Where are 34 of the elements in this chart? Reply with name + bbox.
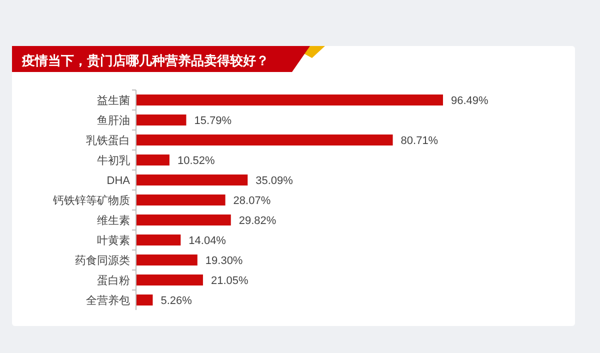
data-label: 5.26% — [160, 295, 192, 307]
y-tick-label: 维生素 — [97, 214, 130, 227]
y-tick-label: 蛋白粉 — [97, 275, 130, 287]
bar — [136, 274, 203, 286]
data-label: 28.07% — [233, 195, 271, 207]
y-tick-label: 钙铁锌等矿物质 — [52, 194, 130, 207]
data-label: 10.52% — [177, 155, 215, 167]
data-label: 96.49% — [451, 95, 489, 107]
data-label: 19.30% — [205, 255, 243, 267]
bar — [136, 94, 443, 106]
data-label: 21.05% — [210, 275, 248, 287]
data-label: 15.79% — [194, 115, 232, 127]
y-tick-label: 药食同源类 — [75, 254, 130, 267]
bar — [136, 134, 393, 146]
y-tick-label: 益生菌 — [97, 94, 130, 107]
y-tick-label: DHA — [106, 175, 131, 187]
bar — [136, 214, 231, 226]
y-tick-label: 鱼肝油 — [97, 114, 130, 127]
bar — [136, 254, 198, 266]
data-label: 29.82% — [238, 215, 276, 227]
bar — [136, 154, 170, 166]
bar — [136, 194, 226, 206]
data-label: 80.71% — [400, 135, 438, 147]
chart-title: 疫情当下，贵门店哪几种营养品卖得较好？ — [21, 53, 269, 68]
y-tick-label: 牛初乳 — [97, 154, 130, 167]
data-label: 14.04% — [188, 235, 226, 247]
y-tick-label: 全营养包 — [86, 294, 130, 307]
data-label: 35.09% — [256, 175, 294, 187]
bar — [136, 234, 181, 246]
bar — [136, 174, 248, 186]
y-tick-label: 乳铁蛋白 — [86, 134, 130, 147]
bar — [136, 114, 186, 126]
y-tick-label: 叶黄素 — [97, 234, 130, 247]
bar — [136, 294, 153, 306]
